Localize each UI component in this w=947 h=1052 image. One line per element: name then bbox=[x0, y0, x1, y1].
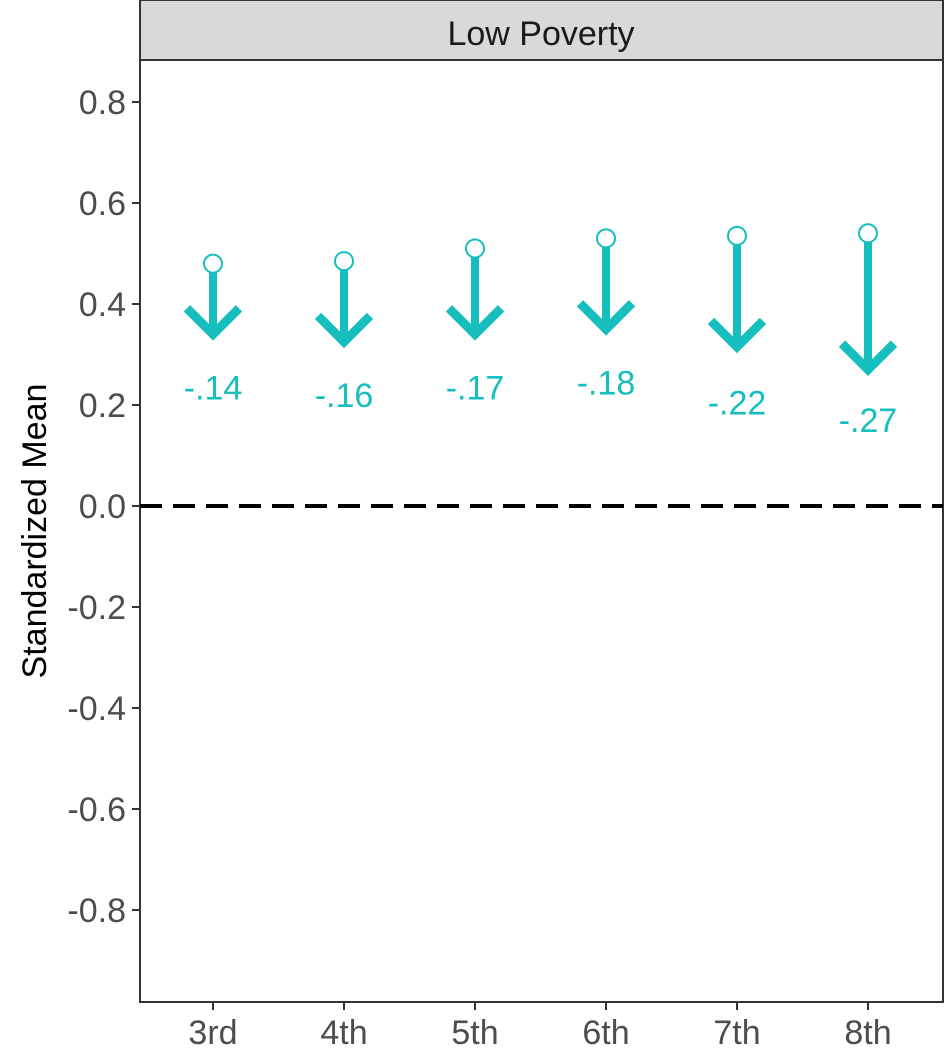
start-point bbox=[728, 227, 746, 245]
x-tick-label: 4th bbox=[320, 1014, 367, 1052]
x-tick-label: 8th bbox=[844, 1014, 891, 1052]
y-tick-label: 0.2 bbox=[79, 387, 126, 425]
change-label: -.27 bbox=[839, 402, 898, 440]
change-label: -.14 bbox=[184, 369, 243, 407]
y-tick-label: -0.2 bbox=[67, 589, 126, 627]
y-tick-label: -0.4 bbox=[67, 690, 126, 728]
y-tick-label: 0.8 bbox=[79, 84, 126, 122]
y-tick-label: 0.6 bbox=[79, 185, 126, 223]
x-tick-label: 5th bbox=[451, 1014, 498, 1052]
start-point bbox=[597, 229, 615, 247]
x-axis: 3rd 4th 5th 6th 7th 8th bbox=[188, 1002, 891, 1052]
facet-strip: Low Poverty bbox=[140, 0, 943, 60]
facet-strip-title: Low Poverty bbox=[447, 15, 634, 53]
y-tick-label: -0.8 bbox=[67, 892, 126, 930]
y-tick-label: 0.0 bbox=[79, 488, 126, 526]
start-point bbox=[335, 252, 353, 270]
y-tick-label: 0.4 bbox=[79, 286, 126, 324]
x-tick-label: 7th bbox=[713, 1014, 760, 1052]
y-tick-label: -0.6 bbox=[67, 791, 126, 829]
y-axis: 0.8 0.6 0.4 0.2 0.0 -0.2 -0.4 -0.6 -0.8 bbox=[67, 84, 140, 930]
plot-panel-border bbox=[140, 60, 943, 1002]
change-label: -.18 bbox=[577, 364, 636, 402]
x-tick-label: 6th bbox=[582, 1014, 629, 1052]
start-point bbox=[859, 224, 877, 242]
start-point bbox=[204, 255, 222, 273]
change-label: -.16 bbox=[315, 377, 374, 415]
change-label: -.17 bbox=[446, 369, 505, 407]
y-axis-title: Standardized Mean bbox=[16, 384, 54, 679]
start-point bbox=[466, 239, 484, 257]
x-tick-label: 3rd bbox=[188, 1014, 237, 1052]
change-label: -.22 bbox=[708, 384, 767, 422]
